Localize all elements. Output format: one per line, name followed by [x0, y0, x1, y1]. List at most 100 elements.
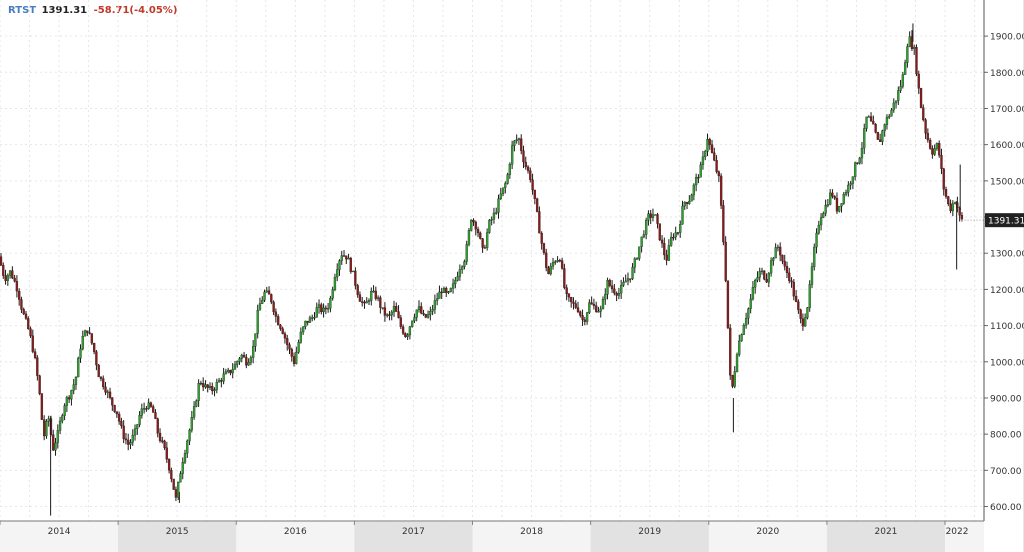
candle-down	[20, 299, 23, 310]
chart-header: RTST 1391.31 -58.71(-4.05%)	[8, 5, 177, 16]
last-price: 1391.31	[41, 5, 88, 16]
x-tick-label: 2014	[48, 527, 71, 537]
candle-down	[788, 272, 791, 281]
year-band	[590, 522, 709, 552]
candle-down	[876, 132, 880, 140]
candle-up	[604, 294, 607, 300]
candle-down	[717, 171, 721, 177]
candle-up	[844, 192, 848, 195]
candle-down	[97, 364, 100, 378]
candle-up	[308, 317, 312, 323]
candle-up	[751, 287, 755, 300]
candle-down	[154, 412, 157, 419]
x-tick-label: 2016	[284, 527, 307, 537]
candle-down	[290, 349, 293, 357]
candle-up	[406, 334, 409, 337]
candle-up	[233, 364, 237, 370]
candle-up	[847, 184, 850, 193]
candles-layer	[0, 23, 984, 516]
candle-up	[426, 314, 430, 318]
candle-down	[785, 266, 789, 274]
candle-up	[642, 234, 646, 238]
candle-up	[227, 369, 230, 372]
y-tick-label: 1000.00	[990, 358, 1024, 368]
candle-down	[324, 307, 327, 310]
candle-up	[413, 317, 416, 322]
candle-up	[329, 297, 332, 309]
candle-up	[376, 297, 380, 299]
candle-down	[610, 285, 614, 290]
candle-up	[470, 219, 473, 231]
candle-down	[801, 318, 805, 327]
candle-down	[560, 260, 564, 269]
candle-down	[127, 439, 130, 445]
year-band	[826, 522, 946, 552]
candle-down	[124, 438, 128, 441]
candle-up	[858, 157, 861, 164]
candle-up	[181, 462, 184, 474]
candle-up	[392, 306, 396, 313]
candle-down	[102, 378, 105, 388]
candle-up	[215, 381, 218, 390]
candle-up	[517, 138, 521, 140]
candle-up	[506, 174, 509, 184]
candle-up	[336, 269, 339, 278]
candle-down	[576, 307, 580, 312]
candle-up	[467, 230, 471, 245]
candle-down	[99, 376, 103, 379]
candle-up	[495, 212, 498, 214]
candle-up	[767, 273, 770, 283]
candle-up	[61, 415, 64, 422]
candle-up	[626, 278, 630, 282]
y-tick-label: 1900.00	[990, 33, 1024, 43]
candle-down	[570, 297, 573, 303]
candle-down	[397, 311, 400, 318]
candle-up	[190, 417, 193, 431]
candle-up	[901, 74, 905, 87]
candle-up	[192, 406, 196, 418]
candle-down	[656, 214, 659, 224]
grid-layer	[0, 0, 984, 521]
candle-down	[940, 155, 943, 169]
candle-down	[567, 293, 571, 298]
candle-up	[881, 130, 884, 142]
candle-up	[197, 382, 200, 401]
candle-up	[436, 298, 439, 301]
candle-up	[147, 402, 150, 409]
candle-up	[747, 308, 750, 319]
candle-up	[733, 371, 736, 387]
candle-up	[826, 204, 830, 206]
candle-down	[156, 418, 159, 434]
candle-down	[794, 295, 798, 302]
candle-up	[70, 390, 73, 400]
candle-up	[8, 270, 12, 276]
candle-down	[36, 357, 39, 376]
year-band	[118, 522, 237, 552]
ticker-symbol[interactable]: RTST	[8, 5, 37, 16]
candle-down	[276, 316, 280, 326]
candle-down	[424, 314, 427, 318]
candle-up	[635, 258, 639, 260]
candle-up	[822, 213, 825, 218]
candle-down	[383, 307, 387, 316]
candle-up	[447, 291, 450, 293]
candle-down	[167, 459, 171, 471]
candle-up	[863, 128, 866, 149]
candle-up	[442, 288, 446, 293]
candle-up	[510, 145, 514, 165]
candle-up	[326, 308, 330, 310]
candle-up	[667, 245, 671, 261]
candle-down	[149, 402, 153, 407]
candle-up	[313, 317, 316, 319]
candle-down	[613, 288, 616, 294]
candle-up	[177, 482, 180, 498]
y-tick-label: 700.00	[990, 467, 1022, 477]
candle-down	[27, 318, 30, 329]
candle-up	[188, 429, 191, 442]
candle-up	[74, 376, 78, 385]
candle-up	[138, 415, 141, 425]
candle-down	[108, 391, 112, 398]
candle-up	[860, 147, 864, 159]
